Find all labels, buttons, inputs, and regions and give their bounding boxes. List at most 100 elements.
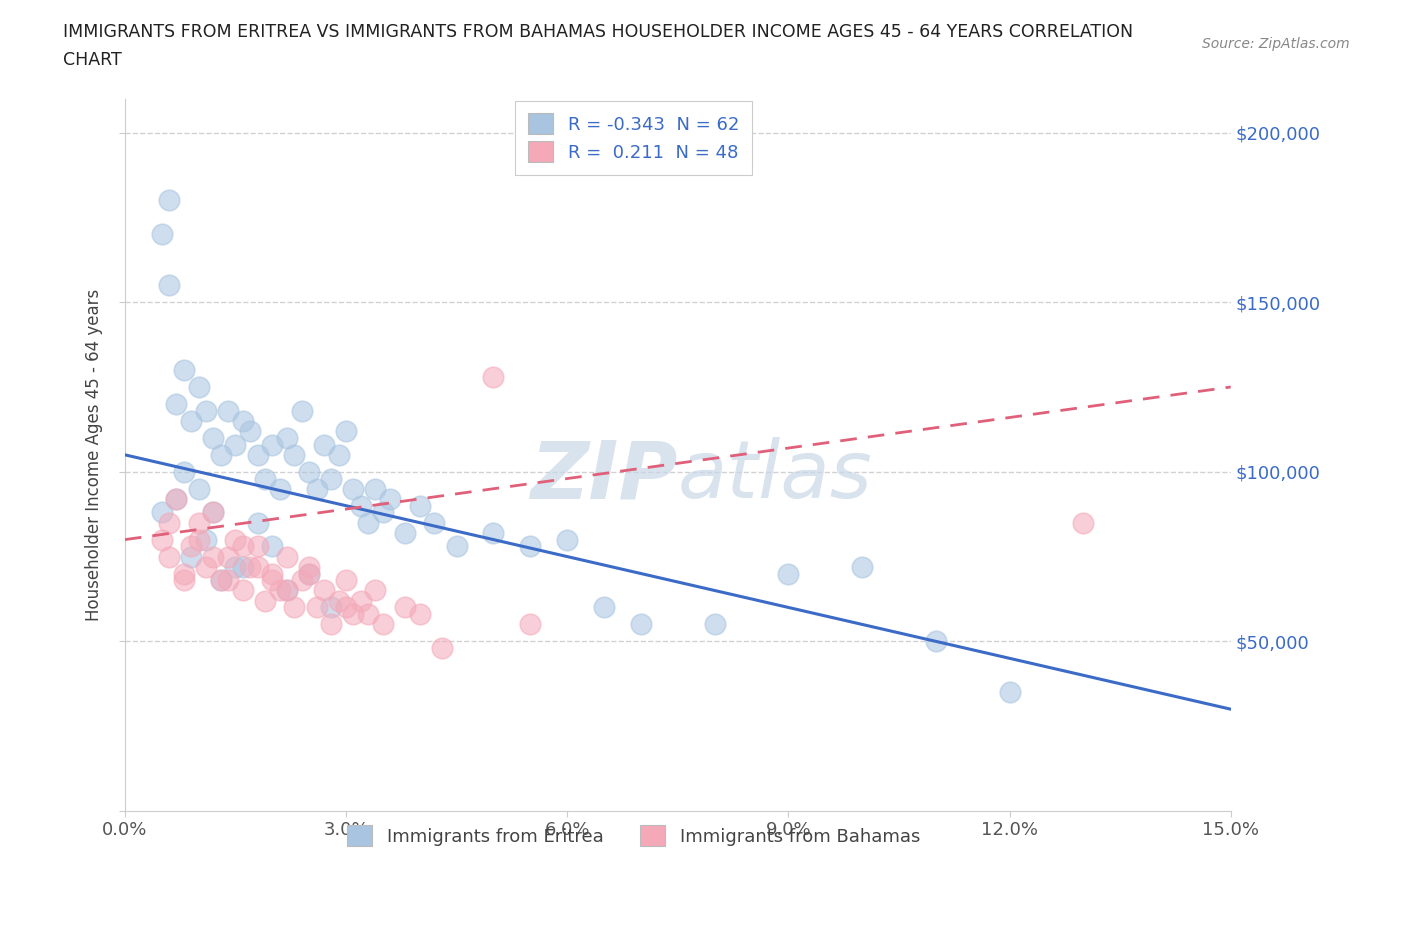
Point <box>305 482 328 497</box>
Point <box>187 482 209 497</box>
Point <box>209 447 232 462</box>
Point <box>342 606 364 621</box>
Point <box>312 583 335 598</box>
Point <box>312 437 335 452</box>
Point <box>446 539 468 554</box>
Point <box>232 414 254 429</box>
Point <box>350 498 373 513</box>
Point <box>239 559 262 574</box>
Point <box>194 404 217 418</box>
Point <box>283 447 305 462</box>
Point <box>157 515 180 530</box>
Text: atlas: atlas <box>678 437 873 515</box>
Point <box>209 573 232 588</box>
Point <box>194 559 217 574</box>
Point <box>232 559 254 574</box>
Point <box>364 482 387 497</box>
Legend: Immigrants from Eritrea, Immigrants from Bahamas: Immigrants from Eritrea, Immigrants from… <box>335 813 932 859</box>
Point <box>519 539 541 554</box>
Point <box>173 566 195 581</box>
Point <box>217 549 239 564</box>
Point <box>276 583 298 598</box>
Point <box>202 505 225 520</box>
Point <box>246 559 269 574</box>
Point <box>394 600 416 615</box>
Point <box>224 559 246 574</box>
Point <box>364 583 387 598</box>
Point <box>173 573 195 588</box>
Point <box>202 431 225 445</box>
Point <box>202 549 225 564</box>
Point <box>283 600 305 615</box>
Y-axis label: Householder Income Ages 45 - 64 years: Householder Income Ages 45 - 64 years <box>86 288 103 621</box>
Point <box>555 532 578 547</box>
Point <box>217 404 239 418</box>
Point <box>217 573 239 588</box>
Point <box>350 593 373 608</box>
Point <box>593 600 616 615</box>
Point <box>519 617 541 631</box>
Point <box>253 593 276 608</box>
Point <box>276 549 298 564</box>
Point <box>371 505 394 520</box>
Point <box>150 532 173 547</box>
Point <box>321 617 343 631</box>
Point <box>328 593 350 608</box>
Point <box>224 532 246 547</box>
Point <box>703 617 725 631</box>
Point <box>269 583 291 598</box>
Point <box>321 472 343 486</box>
Point <box>209 573 232 588</box>
Point <box>180 539 202 554</box>
Point <box>998 684 1021 699</box>
Point <box>187 379 209 394</box>
Point <box>157 278 180 293</box>
Point <box>165 491 187 506</box>
Point <box>262 573 284 588</box>
Point <box>150 227 173 242</box>
Point <box>262 566 284 581</box>
Point <box>298 559 321 574</box>
Point <box>173 363 195 378</box>
Point <box>291 573 314 588</box>
Point <box>298 566 321 581</box>
Point <box>305 600 328 615</box>
Point <box>232 539 254 554</box>
Point <box>187 515 209 530</box>
Point <box>180 414 202 429</box>
Point <box>298 464 321 479</box>
Point <box>232 583 254 598</box>
Point <box>357 515 380 530</box>
Point <box>335 424 357 439</box>
Point <box>778 566 800 581</box>
Point <box>298 566 321 581</box>
Point <box>246 515 269 530</box>
Point <box>246 447 269 462</box>
Text: CHART: CHART <box>63 51 122 69</box>
Point <box>380 491 402 506</box>
Point <box>253 472 276 486</box>
Point <box>180 549 202 564</box>
Point <box>321 600 343 615</box>
Point <box>276 583 298 598</box>
Point <box>482 525 505 540</box>
Point <box>262 539 284 554</box>
Text: IMMIGRANTS FROM ERITREA VS IMMIGRANTS FROM BAHAMAS HOUSEHOLDER INCOME AGES 45 - : IMMIGRANTS FROM ERITREA VS IMMIGRANTS FR… <box>63 23 1133 41</box>
Point <box>239 424 262 439</box>
Point <box>394 525 416 540</box>
Point <box>276 431 298 445</box>
Text: Source: ZipAtlas.com: Source: ZipAtlas.com <box>1202 37 1350 51</box>
Point <box>246 539 269 554</box>
Point <box>291 404 314 418</box>
Point <box>157 549 180 564</box>
Point <box>342 482 364 497</box>
Point <box>925 634 948 649</box>
Point <box>482 369 505 384</box>
Point <box>173 464 195 479</box>
Point <box>165 396 187 411</box>
Point <box>430 641 453 656</box>
Point <box>630 617 652 631</box>
Point <box>157 193 180 208</box>
Point <box>371 617 394 631</box>
Point <box>224 437 246 452</box>
